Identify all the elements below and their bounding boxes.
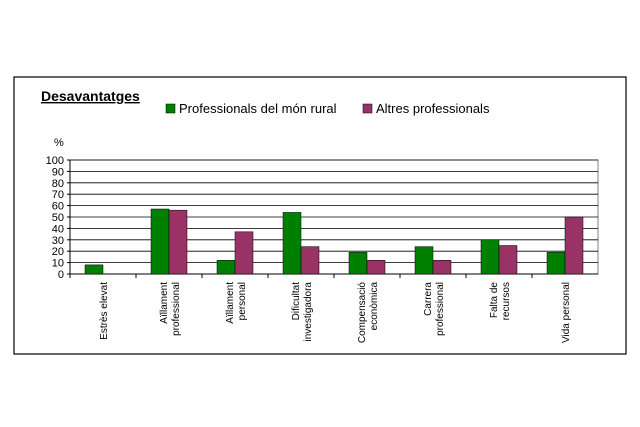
x-tick-label: professional <box>171 282 182 336</box>
x-tick-label: Carrera <box>423 282 434 316</box>
bar <box>480 239 500 275</box>
y-tick-label: 40 <box>52 223 64 235</box>
x-tick-label: Aïllament <box>225 282 236 324</box>
bar <box>546 252 566 275</box>
y-tick-label: 0 <box>58 269 64 281</box>
y-tick-label: 20 <box>52 246 64 258</box>
legend-swatch <box>362 103 373 114</box>
bar <box>84 264 104 275</box>
y-tick-label: 90 <box>52 166 64 178</box>
x-tick-label: Compensació <box>357 282 368 344</box>
bar <box>150 208 170 275</box>
x-tick-label: personal <box>237 282 248 320</box>
bar <box>168 209 188 275</box>
x-tick-label: Vida personal <box>561 282 572 343</box>
bar <box>414 246 434 275</box>
bar <box>234 231 254 275</box>
bar <box>498 245 518 275</box>
x-tick-label: Aïllament <box>159 282 170 324</box>
legend-label: Altres professionals <box>376 101 490 116</box>
bar <box>282 212 302 275</box>
y-tick-label: 70 <box>52 189 64 201</box>
y-tick-label: 30 <box>52 235 64 247</box>
y-tick-label: 10 <box>52 258 64 270</box>
y-tick-label: 80 <box>52 178 64 190</box>
bar <box>366 260 386 275</box>
bar <box>348 252 368 275</box>
y-tick-label: 100 <box>46 155 64 167</box>
x-tick-label: Estrès elevat <box>99 282 110 340</box>
bar <box>216 260 236 275</box>
y-axis-label: % <box>54 137 64 149</box>
legend-swatch <box>165 103 176 114</box>
y-tick-label: 60 <box>52 201 64 213</box>
x-tick-label: professional <box>435 282 446 336</box>
bar <box>564 216 584 275</box>
bar <box>432 260 452 275</box>
x-tick-label: Falta de <box>489 282 500 319</box>
y-tick-label: 50 <box>52 212 64 224</box>
x-tick-label: recursos <box>501 282 512 320</box>
legend-label: Professionals del món rural <box>179 101 337 116</box>
x-tick-label: investigadora <box>303 282 314 342</box>
x-tick-label: Dificultat <box>291 282 302 321</box>
x-tick-label: econòmica <box>369 282 380 331</box>
bar <box>300 246 320 275</box>
chart-title: Desavantatges <box>41 88 140 104</box>
